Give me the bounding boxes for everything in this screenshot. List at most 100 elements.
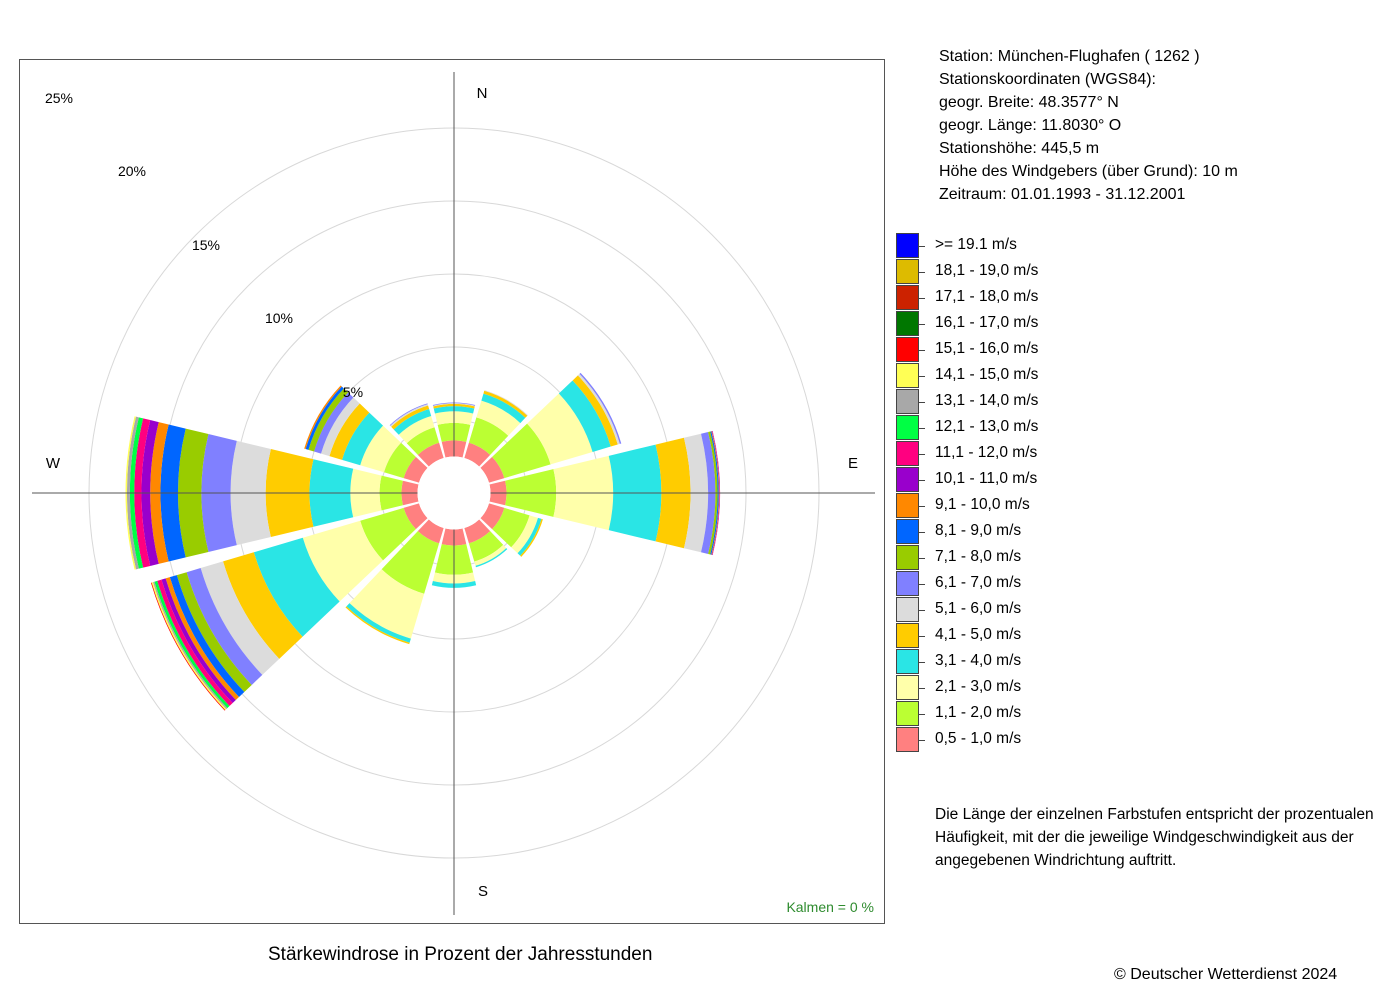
legend-tick [919, 454, 925, 455]
legend-tick [919, 480, 925, 481]
legend-label: 8,1 - 9,0 m/s [935, 522, 1022, 539]
legend-swatch [896, 337, 919, 362]
legend-item: 16,1 - 17,0 m/s [896, 311, 1096, 337]
legend-label: 5,1 - 6,0 m/s [935, 600, 1022, 617]
legend-tick [919, 376, 925, 377]
sector-segment [391, 405, 430, 430]
sector-segment [349, 569, 425, 639]
sector-segment [157, 579, 233, 707]
ring-label: 20% [118, 163, 146, 179]
sector-segment [342, 412, 384, 466]
sector-segment [393, 409, 432, 435]
sector-segment [321, 397, 360, 457]
legend-swatch [896, 259, 919, 284]
station-line: Stationskoordinaten (WGS84): [939, 71, 1156, 88]
station-info: Station: München-Flughafen ( 1262 ) Stat… [939, 45, 1238, 206]
legend-swatch [896, 519, 919, 544]
sector-segment [517, 517, 542, 556]
sector-segment [314, 392, 354, 454]
sector-segment [480, 456, 505, 483]
legend-item: 7,1 - 8,0 m/s [896, 545, 1096, 571]
legend-swatch [896, 311, 919, 336]
sector-segment [475, 548, 508, 568]
station-line: Station: München-Flughafen ( 1262 ) [939, 48, 1200, 65]
legend-tick [919, 324, 925, 325]
legend-item: 1,1 - 2,0 m/s [896, 701, 1096, 727]
sector-segment [711, 431, 720, 555]
legend-label: 2,1 - 3,0 m/s [935, 678, 1022, 695]
chart-title: Stärkewindrose in Prozent der Jahresstun… [268, 944, 653, 965]
station-line: Höhe des Windgebers (über Grund): 10 m [939, 163, 1238, 180]
sector-segment [476, 400, 521, 436]
legend-swatch [896, 363, 919, 388]
sector-segment [253, 537, 340, 637]
legend-label: 9,1 - 10,0 m/s [935, 496, 1030, 513]
sector-segment [468, 531, 504, 562]
sector-segment [186, 568, 263, 685]
sector-segment [511, 515, 538, 554]
legend-tick [919, 636, 925, 637]
legend-swatch [896, 545, 919, 570]
legend-label: 15,1 - 16,0 m/s [935, 340, 1039, 357]
station-line: geogr. Länge: 11.8030° O [939, 117, 1122, 134]
sector-segment [360, 507, 416, 561]
legend-item: 15,1 - 16,0 m/s [896, 337, 1096, 363]
legend-swatch [896, 441, 919, 466]
legend-tick [919, 584, 925, 585]
legend-item: 5,1 - 6,0 m/s [896, 597, 1096, 623]
sector-segment [480, 503, 505, 530]
wind-rose-svg: 5% 10% 15% 20% 25% N E S W [32, 72, 875, 915]
sector-segment [129, 417, 144, 569]
legend-label: 4,1 - 5,0 m/s [935, 626, 1022, 643]
legend-tick [919, 532, 925, 533]
legend-swatch [896, 285, 919, 310]
wind-rose-plot: 5% 10% 15% 20% 25% N E S W Kalmen = 0 % [19, 59, 885, 924]
sector-segment [360, 425, 402, 473]
legend-tick [919, 740, 925, 741]
direction-label-W: W [46, 455, 61, 472]
legend-label: 10,1 - 11,0 m/s [935, 470, 1038, 487]
legend-swatch [896, 649, 919, 674]
sector-segment [483, 390, 528, 418]
calm-hole [417, 456, 491, 530]
sector-segment [384, 442, 416, 479]
legend-item: 9,1 - 10,0 m/s [896, 493, 1096, 519]
sector-segment [417, 442, 444, 467]
ring-label: 5% [343, 384, 363, 400]
legend-label: 6,1 - 7,0 m/s [935, 574, 1022, 591]
sector-segment [464, 519, 491, 544]
sector-segment [558, 380, 611, 452]
legend-tick [919, 272, 925, 273]
legend-label: 1,1 - 2,0 m/s [935, 704, 1022, 721]
copyright: © Deutscher Wetterdienst 2024 [1114, 966, 1338, 983]
legend-tick [919, 506, 925, 507]
sector-segment [125, 416, 136, 570]
legend-item: >= 19.1 m/s [896, 233, 1096, 259]
legend-tick [919, 428, 925, 429]
ring-label: 15% [192, 237, 220, 253]
legend-swatch [896, 571, 919, 596]
ring-label: 25% [45, 90, 73, 106]
sector-segment [126, 416, 139, 570]
legend-label: 0,5 - 1,0 m/s [935, 730, 1022, 747]
legend-label: >= 19.1 m/s [935, 236, 1017, 253]
legend-label: 7,1 - 8,0 m/s [935, 548, 1022, 565]
legend-item: 17,1 - 18,0 m/s [896, 285, 1096, 311]
legend-swatch [896, 727, 919, 752]
legend-tick [919, 246, 925, 247]
legend-swatch [896, 597, 919, 622]
sector-segment [398, 416, 435, 444]
direction-label-S: S [478, 883, 488, 900]
legend-item: 12,1 - 13,0 m/s [896, 415, 1096, 441]
sector-segment [302, 520, 384, 602]
sector-segment [165, 577, 240, 701]
legend-label: 12,1 - 13,0 m/s [935, 418, 1039, 435]
legend-item: 3,1 - 4,0 m/s [896, 649, 1096, 675]
legend-swatch [896, 623, 919, 648]
sector-segment [200, 561, 280, 675]
legend-label: 18,1 - 19,0 m/s [935, 262, 1039, 279]
calm-label: Kalmen = 0 % [786, 899, 874, 915]
legend-tick [919, 298, 925, 299]
legend-swatch [896, 675, 919, 700]
station-line: Zeitraum: 01.01.1993 - 31.12.2001 [939, 186, 1186, 203]
